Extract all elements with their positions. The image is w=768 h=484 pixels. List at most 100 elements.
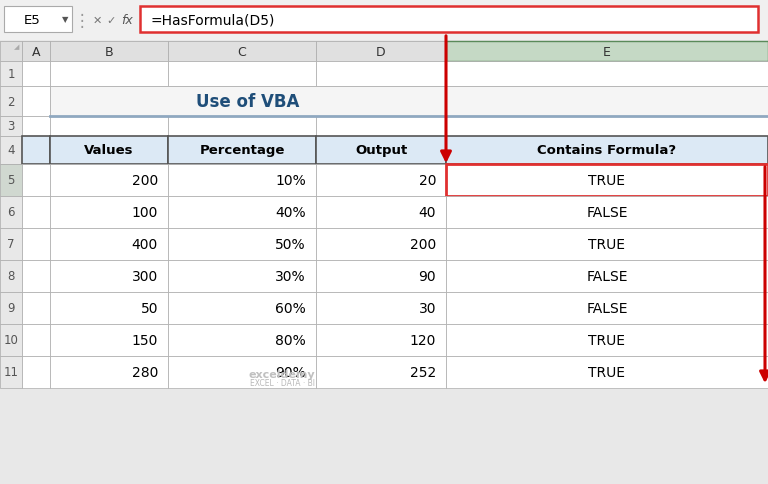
Text: 6: 6 bbox=[7, 206, 15, 219]
Bar bbox=[50, 324, 168, 356]
Bar bbox=[168, 260, 316, 292]
Bar bbox=[316, 42, 446, 62]
Text: 252: 252 bbox=[410, 365, 436, 379]
Bar bbox=[0, 87, 22, 117]
Text: 120: 120 bbox=[409, 333, 436, 348]
Text: 10%: 10% bbox=[275, 174, 306, 188]
Bar bbox=[0, 42, 22, 62]
Text: 9: 9 bbox=[7, 302, 15, 315]
Text: 40%: 40% bbox=[276, 206, 306, 220]
Text: 400: 400 bbox=[132, 238, 158, 252]
Text: E: E bbox=[603, 45, 611, 59]
Text: 7: 7 bbox=[7, 238, 15, 251]
Bar bbox=[22, 324, 50, 356]
Bar bbox=[446, 292, 768, 324]
Bar bbox=[0, 228, 22, 260]
Text: E5: E5 bbox=[24, 14, 41, 27]
Bar bbox=[316, 292, 446, 324]
Text: Use of VBA: Use of VBA bbox=[197, 93, 300, 111]
Bar bbox=[22, 260, 50, 292]
Bar bbox=[446, 356, 768, 388]
Bar bbox=[316, 356, 446, 388]
Bar bbox=[50, 87, 768, 117]
Text: EXCEL · DATA · BI: EXCEL · DATA · BI bbox=[250, 378, 315, 388]
Bar bbox=[50, 260, 168, 292]
Bar bbox=[140, 7, 758, 33]
Bar bbox=[22, 136, 50, 165]
Bar bbox=[50, 165, 168, 197]
Text: D: D bbox=[376, 45, 386, 59]
Text: TRUE: TRUE bbox=[588, 238, 625, 252]
Bar bbox=[168, 136, 316, 165]
Bar bbox=[0, 136, 22, 165]
Text: FALSE: FALSE bbox=[586, 206, 627, 220]
Text: 150: 150 bbox=[131, 333, 158, 348]
Bar bbox=[22, 62, 50, 87]
Text: ✓: ✓ bbox=[106, 16, 116, 26]
Bar bbox=[446, 228, 768, 260]
Text: ⋮: ⋮ bbox=[74, 12, 91, 30]
Bar bbox=[50, 62, 168, 87]
Bar bbox=[168, 165, 316, 197]
Bar bbox=[446, 136, 768, 165]
Bar bbox=[0, 0, 768, 42]
Bar bbox=[446, 165, 768, 197]
Bar bbox=[50, 136, 168, 165]
Text: Contains Formula?: Contains Formula? bbox=[538, 144, 677, 157]
Text: C: C bbox=[237, 45, 247, 59]
Bar bbox=[168, 228, 316, 260]
Bar bbox=[22, 292, 50, 324]
Bar bbox=[22, 228, 50, 260]
Text: 200: 200 bbox=[410, 238, 436, 252]
Bar bbox=[0, 117, 22, 136]
Text: 50%: 50% bbox=[276, 238, 306, 252]
Text: A: A bbox=[31, 45, 40, 59]
Bar bbox=[446, 62, 768, 87]
Text: 4: 4 bbox=[7, 144, 15, 157]
Text: Output: Output bbox=[355, 144, 407, 157]
Text: 8: 8 bbox=[8, 270, 15, 283]
Text: 90: 90 bbox=[419, 270, 436, 284]
Bar bbox=[168, 324, 316, 356]
Bar bbox=[446, 260, 768, 292]
Bar bbox=[22, 117, 50, 136]
Bar bbox=[446, 197, 768, 228]
Bar bbox=[316, 228, 446, 260]
Bar bbox=[316, 324, 446, 356]
Text: ✕: ✕ bbox=[92, 16, 101, 26]
Text: 60%: 60% bbox=[275, 302, 306, 316]
Text: FALSE: FALSE bbox=[586, 270, 627, 284]
Text: 30: 30 bbox=[419, 302, 436, 316]
Bar bbox=[50, 228, 168, 260]
Text: FALSE: FALSE bbox=[586, 302, 627, 316]
Bar bbox=[316, 117, 446, 136]
Text: 80%: 80% bbox=[275, 333, 306, 348]
Bar bbox=[168, 356, 316, 388]
Text: 2: 2 bbox=[7, 95, 15, 108]
Bar bbox=[22, 42, 50, 62]
Text: ▼: ▼ bbox=[61, 15, 68, 25]
Text: 10: 10 bbox=[4, 334, 18, 347]
Bar bbox=[0, 165, 22, 197]
Bar bbox=[50, 42, 168, 62]
Bar bbox=[0, 356, 22, 388]
Text: 5: 5 bbox=[8, 174, 15, 187]
Bar bbox=[22, 356, 50, 388]
Text: 30%: 30% bbox=[276, 270, 306, 284]
Bar bbox=[50, 292, 168, 324]
Bar bbox=[50, 356, 168, 388]
Bar bbox=[0, 62, 22, 87]
Bar bbox=[446, 324, 768, 356]
Bar bbox=[316, 62, 446, 87]
Bar bbox=[446, 42, 768, 62]
Bar bbox=[50, 117, 168, 136]
Text: fx: fx bbox=[121, 15, 133, 28]
Text: 3: 3 bbox=[8, 120, 15, 133]
Text: TRUE: TRUE bbox=[588, 174, 625, 188]
Text: Values: Values bbox=[84, 144, 134, 157]
Bar bbox=[168, 292, 316, 324]
Bar bbox=[22, 87, 50, 117]
Bar bbox=[168, 197, 316, 228]
Text: =HasFormula(D5): =HasFormula(D5) bbox=[150, 13, 274, 27]
Text: 200: 200 bbox=[132, 174, 158, 188]
